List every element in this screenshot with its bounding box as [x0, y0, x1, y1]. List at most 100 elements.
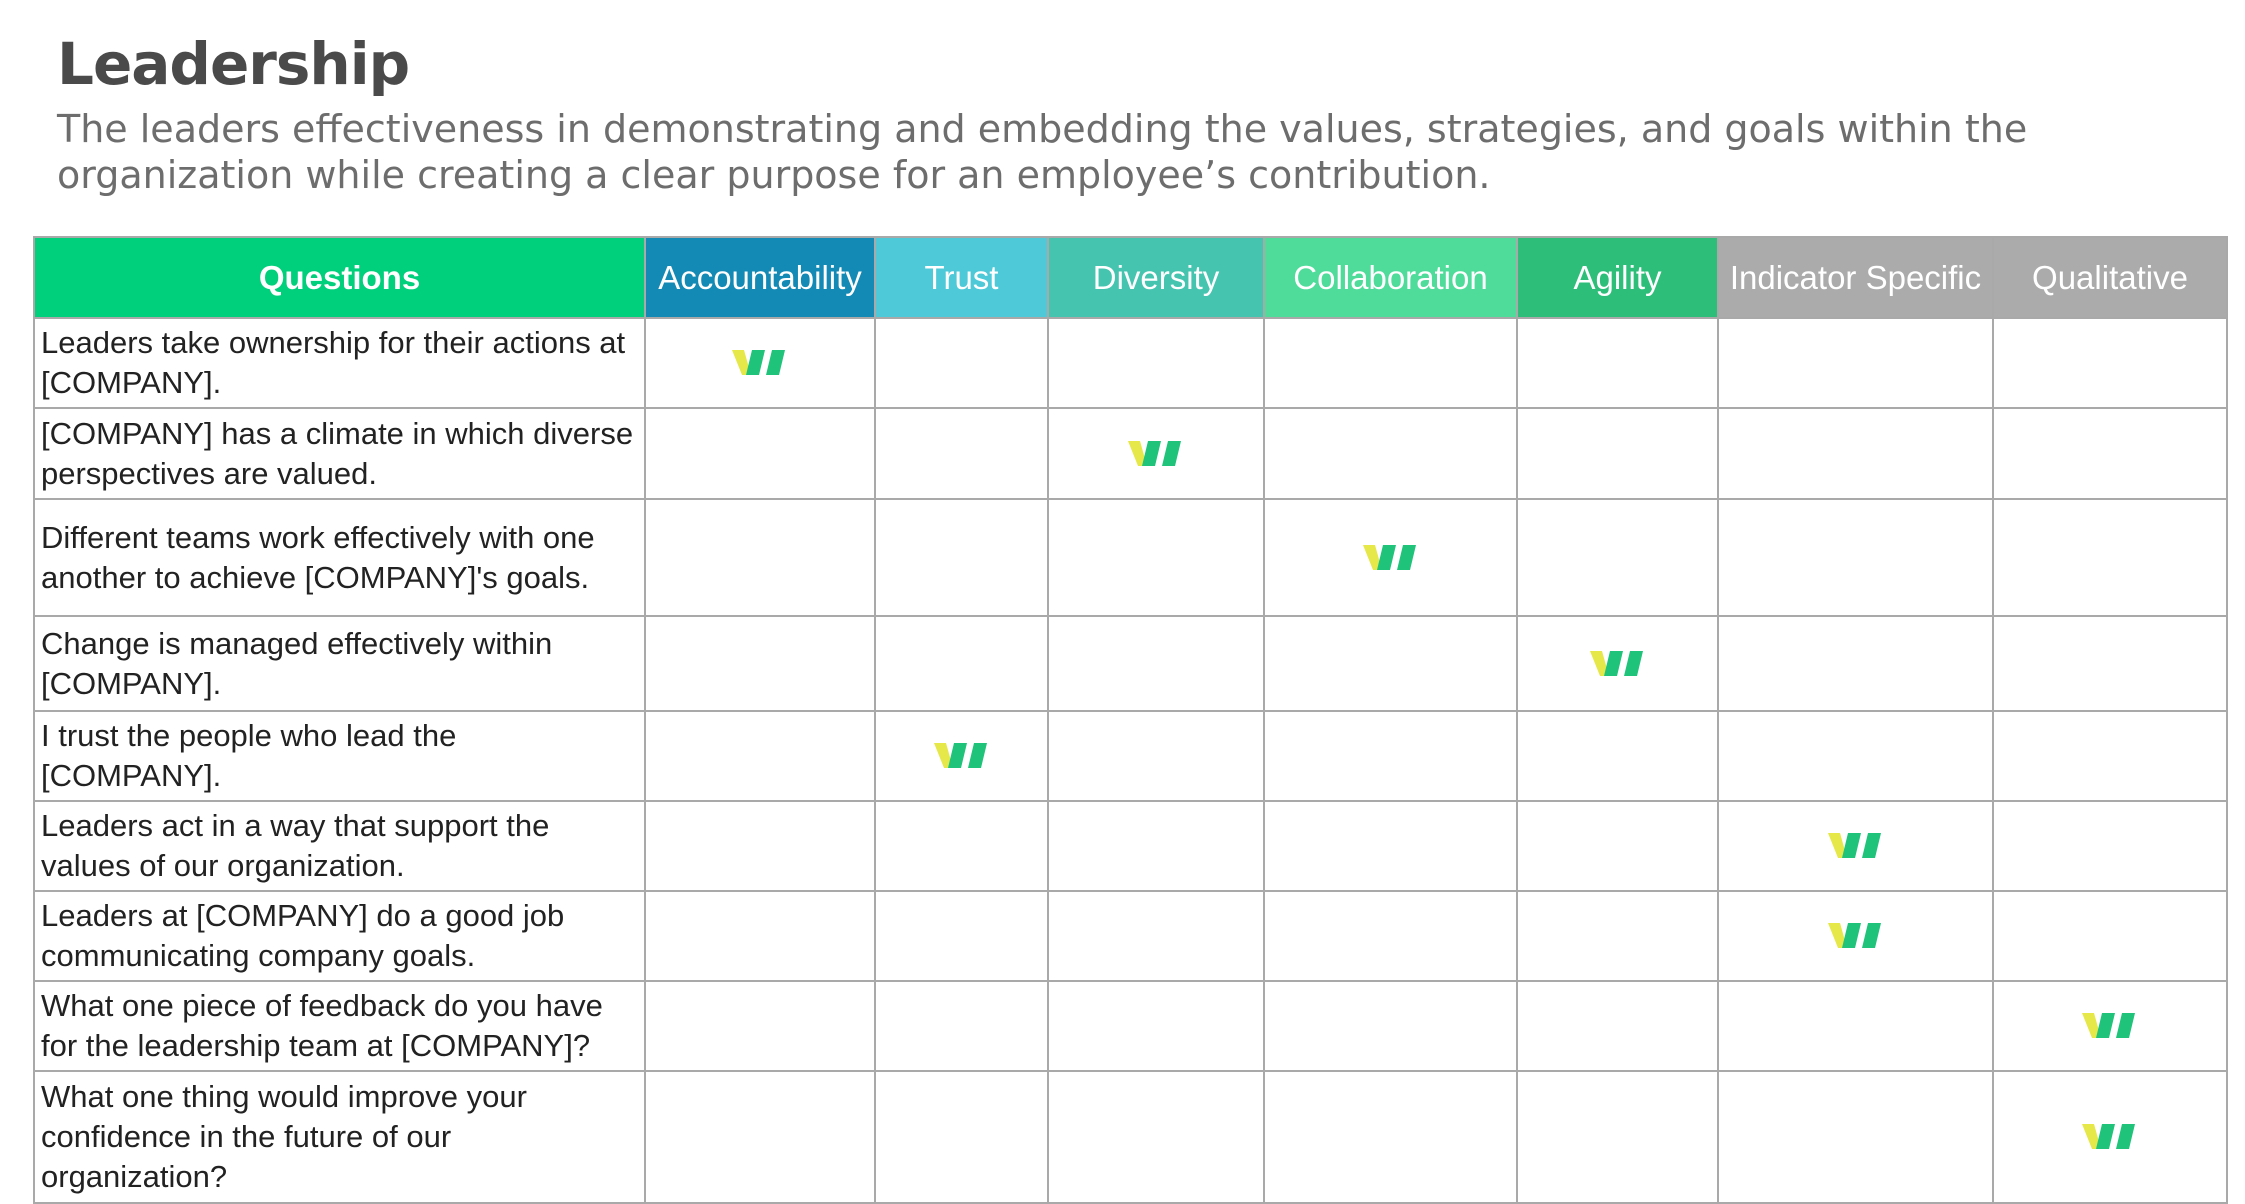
leaf-check-icon	[1589, 650, 1643, 676]
column-header: Qualitative	[1992, 236, 2228, 319]
mapping-cell	[1717, 615, 1994, 712]
mapping-cell	[1263, 800, 1518, 892]
mapping-cell	[1047, 890, 1265, 982]
mapping-cell	[1516, 890, 1719, 982]
mapping-cell	[1047, 498, 1265, 617]
mapping-cell	[874, 1070, 1049, 1204]
leaf-check-icon	[1827, 923, 1881, 948]
mapping-cell	[1717, 407, 1994, 500]
mapping-cell	[1047, 710, 1265, 802]
mapping-cell	[1717, 710, 1994, 802]
leaf-check-icon	[2082, 1013, 2135, 1038]
mapping-cell	[1263, 1070, 1518, 1204]
mapping-cell	[874, 498, 1049, 617]
mapping-cell	[1047, 615, 1265, 712]
question-text: What one piece of feedback do you have f…	[33, 980, 646, 1072]
mapping-cell	[1992, 407, 2228, 500]
question-text: Change is managed effectively within [CO…	[33, 615, 646, 712]
table-row: What one piece of feedback do you have f…	[33, 980, 2228, 1072]
mapping-cell	[644, 710, 876, 802]
mapping-cell	[1263, 710, 1518, 802]
mapping-cell	[644, 615, 876, 712]
mapping-cell	[644, 980, 876, 1072]
page-title: Leadership	[57, 30, 410, 98]
table-row: [COMPANY] has a climate in which diverse…	[33, 407, 2228, 500]
mapping-cell	[1717, 980, 1994, 1072]
mapping-cell	[1992, 710, 2228, 802]
mapping-cell	[1263, 407, 1518, 500]
mapping-cell	[644, 407, 876, 500]
mapping-cell	[1717, 800, 1994, 892]
mapping-cell	[644, 890, 876, 982]
mapping-cell	[874, 890, 1049, 982]
mapping-cell	[1516, 980, 1719, 1072]
mapping-cell	[1992, 980, 2228, 1072]
mapping-cell	[1263, 498, 1518, 617]
question-text: Leaders at [COMPANY] do a good job commu…	[33, 890, 646, 982]
mapping-cell	[1992, 498, 2228, 617]
column-header: Diversity	[1047, 236, 1265, 319]
mapping-cell	[874, 800, 1049, 892]
column-header: Indicator Specific	[1717, 236, 1994, 319]
table-row: Leaders at [COMPANY] do a good job commu…	[33, 890, 2228, 982]
table-row: Leaders act in a way that support the va…	[33, 800, 2228, 892]
question-text: Different teams work effectively with on…	[33, 498, 646, 617]
table-body: Leaders take ownership for their actions…	[33, 317, 2228, 1204]
values-mapping-table: Questions Accountability Trust Diversity…	[33, 236, 2228, 1204]
mapping-cell	[644, 800, 876, 892]
mapping-cell	[874, 317, 1049, 409]
mapping-cell	[874, 980, 1049, 1072]
mapping-cell	[874, 407, 1049, 500]
mapping-cell	[644, 317, 876, 409]
mapping-cell	[1263, 317, 1518, 409]
table-row: I trust the people who lead the [COMPANY…	[33, 710, 2228, 802]
mapping-cell	[1992, 890, 2228, 982]
mapping-cell	[1992, 1070, 2228, 1204]
mapping-cell	[1263, 890, 1518, 982]
mapping-cell	[1717, 498, 1994, 617]
mapping-cell	[1717, 317, 1994, 409]
mapping-cell	[1516, 1070, 1719, 1204]
column-header: Agility	[1516, 236, 1719, 319]
question-text: Leaders act in a way that support the va…	[33, 800, 646, 892]
table-row: Change is managed effectively within [CO…	[33, 615, 2228, 712]
column-header: Accountability	[644, 236, 876, 319]
mapping-cell	[1047, 407, 1265, 500]
mapping-cell	[644, 1070, 876, 1204]
leaf-check-icon	[933, 743, 987, 768]
mapping-cell	[1516, 317, 1719, 409]
mapping-cell	[1047, 1070, 1265, 1204]
mapping-cell	[1516, 615, 1719, 712]
mapping-cell	[1717, 1070, 1994, 1204]
mapping-cell	[1047, 980, 1265, 1072]
leaf-check-icon	[1128, 440, 1181, 466]
table-row: Different teams work effectively with on…	[33, 498, 2228, 617]
leaf-check-icon	[1362, 544, 1416, 570]
mapping-cell	[1992, 615, 2228, 712]
leaf-check-icon	[732, 350, 785, 375]
mapping-cell	[1047, 317, 1265, 409]
mapping-cell	[1516, 498, 1719, 617]
mapping-cell	[1516, 407, 1719, 500]
leaf-check-icon	[1827, 833, 1881, 858]
mapping-cell	[1516, 800, 1719, 892]
table-header-row: Questions Accountability Trust Diversity…	[33, 236, 2228, 319]
column-header: Trust	[874, 236, 1049, 319]
page-subtitle: The leaders effectiveness in demonstrati…	[57, 107, 2028, 197]
mapping-cell	[874, 615, 1049, 712]
mapping-cell	[1717, 890, 1994, 982]
mapping-cell	[1992, 800, 2228, 892]
mapping-cell	[1992, 317, 2228, 409]
mapping-cell	[1047, 800, 1265, 892]
questions-column-header: Questions	[33, 236, 646, 319]
mapping-cell	[1516, 710, 1719, 802]
question-text: [COMPANY] has a climate in which diverse…	[33, 407, 646, 500]
column-header: Collaboration	[1263, 236, 1518, 319]
table-row: Leaders take ownership for their actions…	[33, 317, 2228, 409]
leaf-check-icon	[2082, 1124, 2135, 1149]
question-text: What one thing would improve your confid…	[33, 1070, 646, 1204]
mapping-cell	[874, 710, 1049, 802]
mapping-cell	[644, 498, 876, 617]
question-text: Leaders take ownership for their actions…	[33, 317, 646, 409]
question-text: I trust the people who lead the [COMPANY…	[33, 710, 646, 802]
